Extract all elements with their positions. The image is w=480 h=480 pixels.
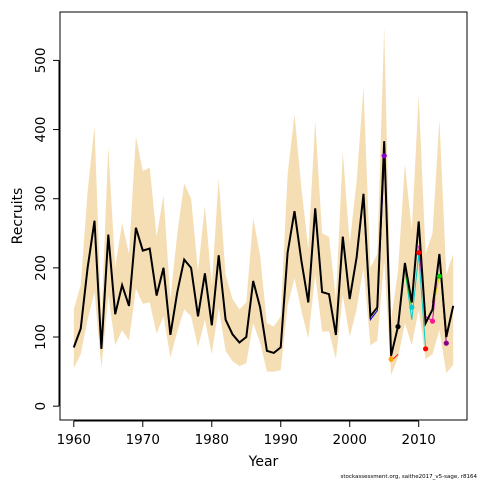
- retro-end-point: [416, 250, 422, 256]
- x-axis: 1960 1970 1980 1990 2000 2010: [57, 420, 436, 448]
- y-tick-label: 0: [33, 402, 49, 411]
- confidence-band: [73, 27, 454, 376]
- y-axis-label: Recruits: [10, 188, 26, 245]
- retro-end-point: [395, 324, 401, 330]
- x-tick-label: 2010: [402, 432, 436, 448]
- y-tick-label: 100: [33, 324, 49, 350]
- x-axis-label: Year: [248, 454, 279, 470]
- y-tick-label: 300: [33, 186, 49, 212]
- y-axis: 0 100 200 300 400 500: [33, 48, 60, 411]
- retro-end-point: [436, 273, 442, 279]
- footnote: stockassessment.org, saithe2017_v5-sage,…: [340, 474, 477, 480]
- retro-end-point: [443, 340, 449, 346]
- main-line-layer: [72, 141, 455, 356]
- retro-end-point: [423, 346, 429, 352]
- confidence-band-layer: [73, 27, 454, 376]
- main-line: [72, 141, 455, 356]
- x-tick-label: 1970: [126, 432, 160, 448]
- points-layer: [381, 153, 449, 362]
- retro-end-point: [388, 356, 394, 362]
- retro-end-point: [429, 318, 436, 324]
- retro-line: [404, 253, 427, 349]
- plot-frame: [59, 11, 468, 421]
- retro-end-point: [381, 153, 387, 159]
- retro-end-point: [409, 304, 415, 310]
- y-tick-label: 500: [33, 48, 49, 74]
- y-tick-label: 200: [33, 255, 49, 281]
- y-tick-label: 400: [33, 117, 49, 143]
- x-tick-label: 1980: [195, 432, 229, 448]
- x-tick-label: 2000: [333, 432, 367, 448]
- x-tick-label: 1960: [57, 432, 91, 448]
- x-tick-label: 1990: [264, 432, 298, 448]
